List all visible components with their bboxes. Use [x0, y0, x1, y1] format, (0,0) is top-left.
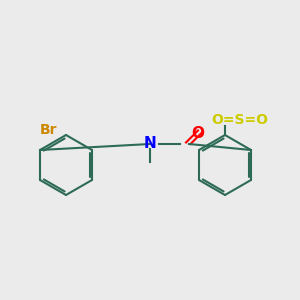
Text: N: N — [144, 136, 156, 152]
Text: O: O — [191, 126, 205, 141]
Text: Br: Br — [40, 124, 57, 137]
Text: O=S=O: O=S=O — [212, 113, 268, 127]
